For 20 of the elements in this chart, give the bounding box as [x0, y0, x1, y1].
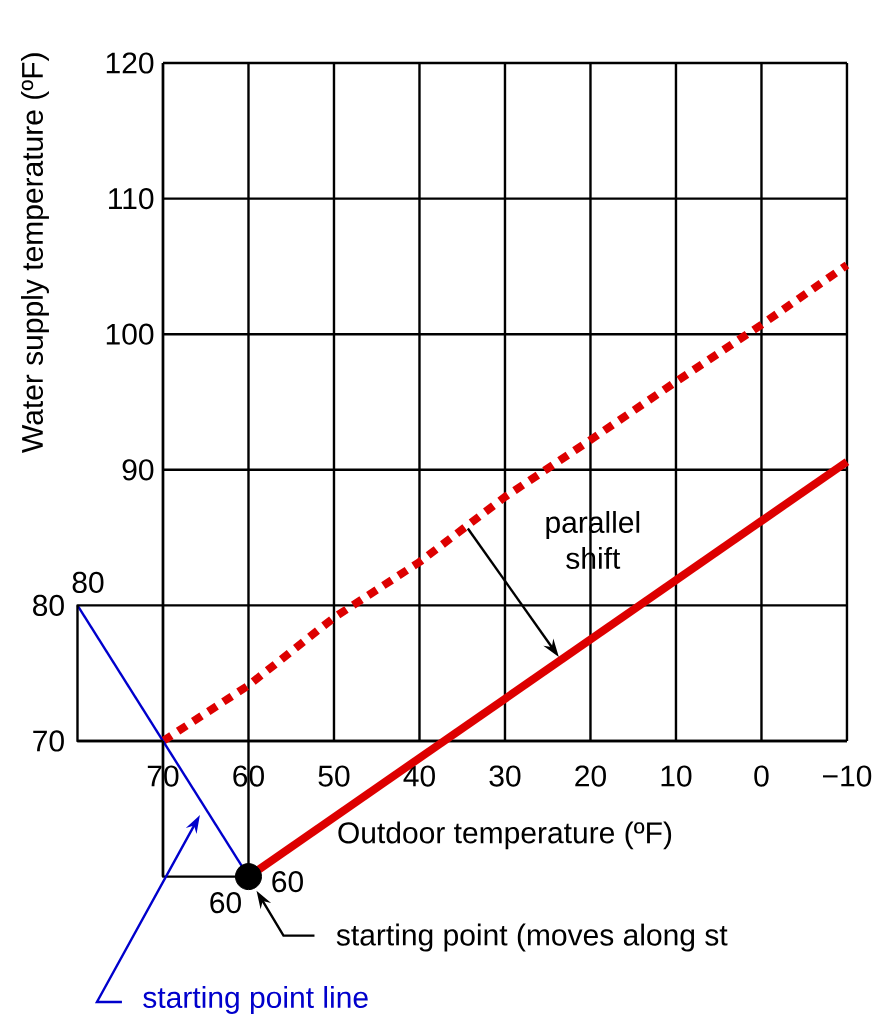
text: starting point line	[143, 986, 368, 1014]
y-tick-label: 110	[109, 187, 154, 210]
x-axis-title: Outdoor temperature (ºF)	[338, 821, 672, 850]
text: 60	[210, 891, 241, 914]
x-tick-label: 20	[575, 765, 606, 787]
x-tick-label: 50	[318, 765, 350, 787]
y-tick-label: 100	[106, 323, 154, 345]
x-tick-label: 10	[661, 765, 692, 787]
y-axis-title: Water supply temperature (ºF)	[21, 53, 49, 453]
x-tick-label: 40	[403, 765, 435, 787]
annotation: 80	[72, 571, 104, 594]
x-tick-label: 0	[754, 765, 769, 787]
y-tick-label: 120	[106, 52, 154, 74]
text: 80	[33, 594, 64, 617]
text: 70	[33, 730, 64, 752]
x-tick-label: 30	[489, 765, 521, 787]
y-tick-label: 90	[122, 459, 154, 481]
x-tick-label: −10	[822, 765, 872, 787]
annotation: 60	[272, 870, 303, 893]
text: starting point (moves along st	[336, 923, 728, 952]
